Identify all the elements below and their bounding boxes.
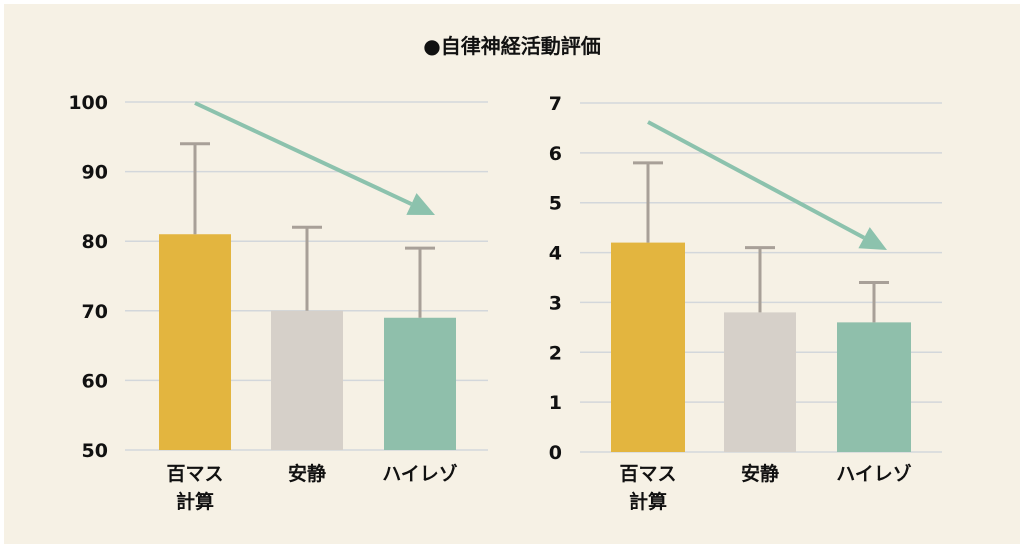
chart2-trend-arrow-head bbox=[858, 227, 887, 250]
chart1-y-tick-label: 80 bbox=[82, 231, 108, 253]
chart1-trend-arrow-line bbox=[194, 101, 413, 206]
chart2-y-tick-label: 2 bbox=[549, 342, 562, 364]
chart2-y-tick-label: 6 bbox=[549, 143, 562, 165]
chart1-category-label: 安静 bbox=[288, 462, 326, 485]
chart1-y-tick-label: 70 bbox=[82, 301, 108, 323]
chart1-category-label: 計算 bbox=[176, 490, 214, 513]
chart2-y-tick-label: 5 bbox=[549, 193, 562, 215]
chart1-category-label: 百マス bbox=[166, 463, 223, 485]
chart1-bar bbox=[271, 310, 343, 450]
chart2-y-tick-label: 0 bbox=[549, 442, 562, 464]
chart2-category-label: 計算 bbox=[629, 490, 667, 513]
chart1-y-tick-label: 100 bbox=[68, 92, 108, 114]
chart2-trend-arrow-line bbox=[647, 120, 866, 240]
chart1-category-label: ハイレゾ bbox=[382, 463, 458, 485]
chart2-y-tick-label: 3 bbox=[549, 292, 562, 314]
chart1-y-tick-label: 90 bbox=[82, 162, 108, 184]
chart1-bar bbox=[384, 317, 456, 450]
chart1-y-tick-label: 50 bbox=[82, 440, 108, 462]
chart2-bar bbox=[611, 242, 685, 452]
chart2-y-tick-label: 4 bbox=[549, 243, 562, 265]
chart1-y-tick-label: 60 bbox=[82, 370, 108, 392]
chart1-trend-arrow-head bbox=[406, 193, 435, 215]
chart2-category-label: ハイレゾ bbox=[836, 463, 912, 485]
chart2-category-label: 安静 bbox=[741, 462, 779, 485]
chart2-y-tick-label: 7 bbox=[549, 93, 562, 115]
chart1-bar bbox=[159, 234, 231, 450]
chart2-bar bbox=[724, 312, 796, 452]
chart-title: ●自律神経活動評価 bbox=[423, 34, 601, 58]
chart2-bar bbox=[837, 322, 911, 452]
chart2-y-tick-label: 1 bbox=[549, 392, 562, 414]
chart2-category-label: 百マス bbox=[619, 463, 676, 485]
